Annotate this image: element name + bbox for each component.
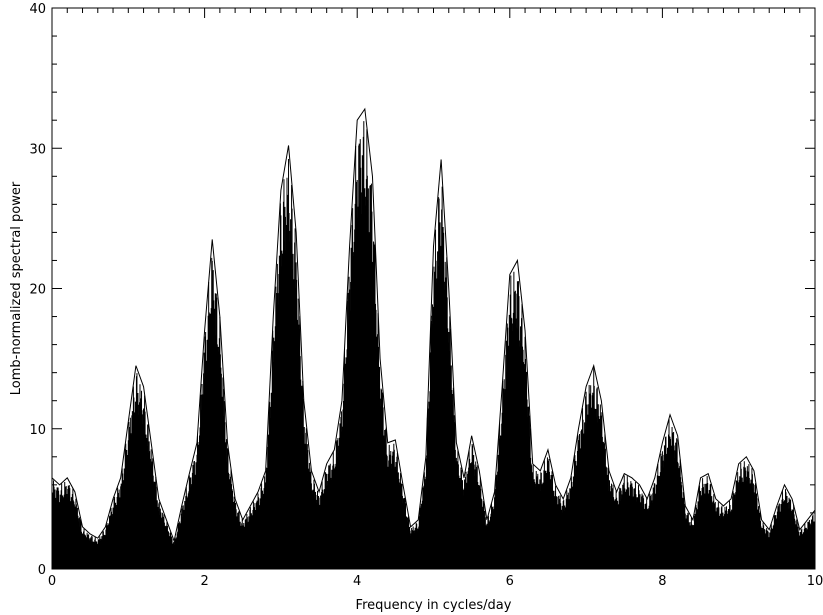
spectral-power-series xyxy=(51,121,816,569)
x-tick-label: 2 xyxy=(200,574,208,589)
y-axis-ticks: 0 10 20 30 40 xyxy=(29,2,815,578)
x-tick-label: 4 xyxy=(353,574,361,589)
spectral-power-fill xyxy=(51,107,816,569)
x-tick-label: 8 xyxy=(658,574,666,589)
x-axis-title: Frequency in cycles/day xyxy=(356,598,512,613)
x-tick-label: 6 xyxy=(506,574,514,589)
x-tick-label: 0 xyxy=(48,574,56,589)
x-tick-label: 10 xyxy=(807,574,823,589)
y-tick-label: 0 xyxy=(38,563,46,578)
y-axis-title: Lomb-normalized spectral power xyxy=(9,181,24,395)
y-tick-label: 40 xyxy=(29,2,46,17)
y-tick-label: 20 xyxy=(29,283,46,298)
y-tick-label: 10 xyxy=(29,423,46,438)
spectral-power-envelope xyxy=(51,107,816,543)
x-axis-ticks: 0 2 4 6 8 10 xyxy=(48,8,823,589)
y-tick-label: 30 xyxy=(29,142,46,157)
